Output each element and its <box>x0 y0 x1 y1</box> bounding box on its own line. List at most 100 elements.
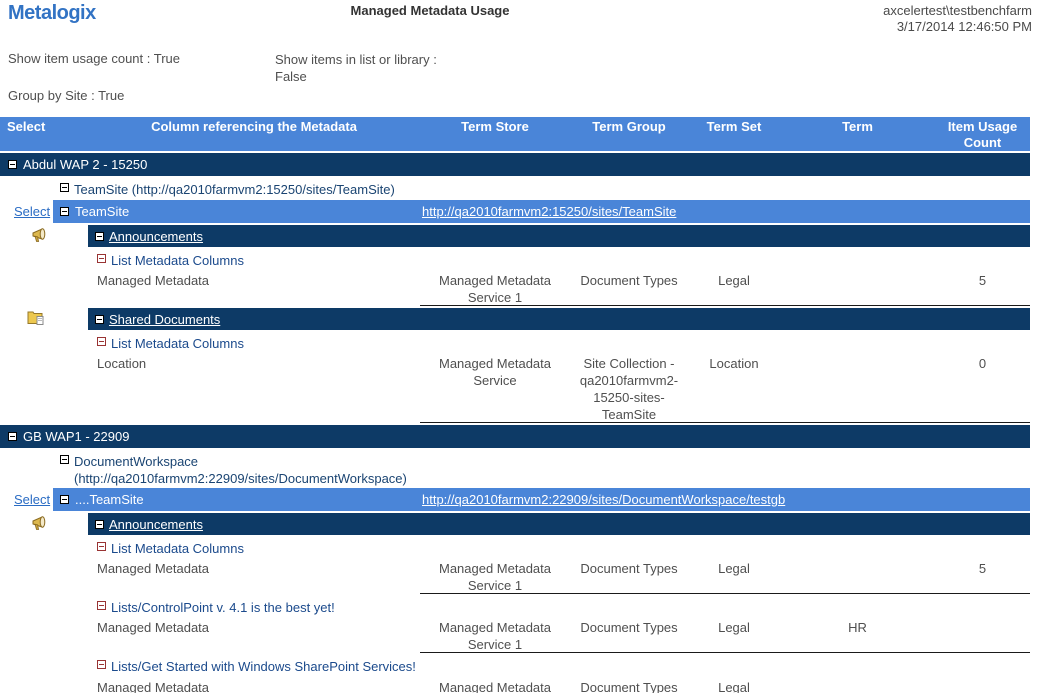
metadata-group-heading: Lists/Get Started with Windows SharePoin… <box>0 653 1030 677</box>
column-name-cell: Managed Metadata <box>97 680 210 693</box>
collapse-minus-icon[interactable] <box>97 542 106 551</box>
collapse-minus-icon[interactable] <box>95 519 104 529</box>
param-show-items-label: Show items in list or library : <box>275 52 437 67</box>
list-row: Announcements <box>0 225 1030 247</box>
site-url-link[interactable]: http://qa2010farmvm2:22909/sites/Documen… <box>422 492 786 507</box>
term-group-cell: Document Types <box>580 620 678 635</box>
select-link[interactable]: Select <box>14 492 51 507</box>
select-cell <box>0 560 88 594</box>
term-set-cell: Location <box>709 356 759 371</box>
site-tree-row: TeamSite (http://qa2010farmvm2:15250/sit… <box>0 176 1030 200</box>
table-header-row: Select Column referencing the Metadata T… <box>0 117 1030 151</box>
site-row: Select TeamSite http://qa2010farmvm2:152… <box>0 200 1030 223</box>
webapp-group-bar: Abdul WAP 2 - 15250 <box>0 153 1030 176</box>
select-cell: Select <box>0 200 53 223</box>
collapse-minus-icon[interactable] <box>60 207 69 216</box>
list-link[interactable]: Shared Documents <box>109 311 221 327</box>
col-header-column-referencing: Column referencing the Metadata <box>151 119 357 134</box>
metadata-usage-row-partial: Managed Metadata Managed Metadata Servic… <box>0 677 1030 693</box>
col-header-term-group: Term Group <box>592 119 666 134</box>
select-link[interactable]: Select <box>14 204 51 219</box>
collapse-minus-icon[interactable] <box>8 432 17 441</box>
select-cell: Select <box>0 488 53 511</box>
group-heading-label: List Metadata Columns <box>111 253 244 268</box>
list-link[interactable]: Announcements <box>109 228 203 244</box>
term-store-cell: Managed Metadata Service <box>438 356 552 388</box>
collapse-minus-icon[interactable] <box>97 337 106 346</box>
item-usage-count-cell <box>935 619 1030 653</box>
collapse-minus-icon[interactable] <box>95 231 104 241</box>
item-usage-count-cell: 5 <box>978 273 987 288</box>
term-cell <box>780 560 935 594</box>
group-heading-label: List Metadata Columns <box>111 541 244 556</box>
site-url-link[interactable]: http://qa2010farmvm2:15250/sites/TeamSit… <box>422 204 677 219</box>
list-row: Shared Documents <box>0 308 1030 330</box>
col-header-term: Term <box>842 119 873 134</box>
metadata-group-heading: List Metadata Columns <box>0 247 1030 271</box>
param-show-item-usage: Show item usage count : True <box>8 51 180 66</box>
term-group-cell: Site Collection - qa2010farmvm2-15250-si… <box>579 356 679 422</box>
list-link[interactable]: Announcements <box>109 516 203 532</box>
webapp-label: GB WAP1 - 22909 <box>23 429 130 444</box>
collapse-minus-icon[interactable] <box>97 254 106 263</box>
list-bar: Shared Documents <box>88 308 1030 330</box>
term-cell <box>780 272 935 306</box>
report-table: Select Column referencing the Metadata T… <box>0 117 1030 693</box>
metadata-group-heading: List Metadata Columns <box>0 330 1030 354</box>
metadata-usage-row: Managed Metadata Managed Metadata Servic… <box>0 271 1030 306</box>
report-date: 3/17/2014 12:46:50 PM <box>896 19 1032 34</box>
documents-icon <box>27 310 45 329</box>
metadata-group-heading: Lists/ControlPoint v. 4.1 is the best ye… <box>0 594 1030 618</box>
item-usage-count-cell: 0 <box>978 356 987 371</box>
collapse-minus-icon[interactable] <box>97 660 106 669</box>
collapse-minus-icon[interactable] <box>95 314 104 324</box>
site-bar: ....TeamSite http://qa2010farmvm2:22909/… <box>53 488 1030 511</box>
column-name-cell: Location <box>97 356 147 371</box>
column-name-cell: Managed Metadata <box>97 620 210 635</box>
term-group-cell: Document Types <box>580 680 678 693</box>
site-row: Select ....TeamSite http://qa2010farmvm2… <box>0 488 1030 511</box>
user-name: axcelertest\testbenchfarm <box>883 3 1032 18</box>
collapse-minus-icon[interactable] <box>60 183 69 192</box>
term-cell <box>780 679 935 693</box>
select-cell <box>0 355 88 423</box>
term-cell: HR <box>848 620 867 635</box>
site-bar: TeamSite http://qa2010farmvm2:15250/site… <box>53 200 1030 223</box>
collapse-minus-icon[interactable] <box>8 160 17 169</box>
webapp-group-bar: GB WAP1 - 22909 <box>0 425 1030 448</box>
term-set-cell: Legal <box>718 620 750 635</box>
metalogix-logo: Metalogix <box>8 2 96 24</box>
group-heading-label: Lists/Get Started with Windows SharePoin… <box>111 659 416 674</box>
list-bar: Announcements <box>88 513 1030 535</box>
select-cell <box>0 619 88 653</box>
list-row: Announcements <box>0 513 1030 535</box>
col-header-select: Select <box>7 119 46 134</box>
user-block: axcelertest\testbenchfarm 3/17/2014 12:4… <box>883 3 1032 35</box>
group-heading-label: List Metadata Columns <box>111 336 244 351</box>
select-cell <box>0 272 88 306</box>
collapse-minus-icon[interactable] <box>60 495 69 504</box>
term-store-cell: Managed Metadata Service 1 <box>438 273 552 305</box>
webapp-label: Abdul WAP 2 - 15250 <box>23 157 148 172</box>
col-header-term-set: Term Set <box>706 119 762 134</box>
param-show-items-value: False <box>275 69 307 84</box>
term-cell <box>780 355 935 423</box>
metadata-usage-row: Location Managed Metadata Service Site C… <box>0 354 1030 423</box>
report-title: Managed Metadata Usage <box>350 3 510 18</box>
col-header-item-usage-count: Item Usage Count <box>947 119 1018 150</box>
param-show-items: Show items in list or library : False <box>275 51 475 85</box>
metadata-usage-row: Managed Metadata Managed Metadata Servic… <box>0 618 1030 653</box>
item-usage-count-cell <box>935 679 1030 693</box>
term-set-cell: Legal <box>718 561 750 576</box>
site-tree-label: TeamSite (http://qa2010farmvm2:15250/sit… <box>74 182 395 197</box>
site-tree-row: DocumentWorkspace (http://qa2010farmvm2:… <box>0 448 1030 488</box>
column-name-cell: Managed Metadata <box>97 561 210 576</box>
term-group-cell: Document Types <box>580 561 678 576</box>
metadata-group-heading: List Metadata Columns <box>0 535 1030 559</box>
term-store-cell: Managed Metadata Service 1 <box>438 620 552 652</box>
collapse-minus-icon[interactable] <box>60 455 69 464</box>
collapse-minus-icon[interactable] <box>97 601 106 610</box>
param-group-by-site: Group by Site : True <box>8 88 125 103</box>
site-tree-label: DocumentWorkspace (http://qa2010farmvm2:… <box>74 454 407 486</box>
